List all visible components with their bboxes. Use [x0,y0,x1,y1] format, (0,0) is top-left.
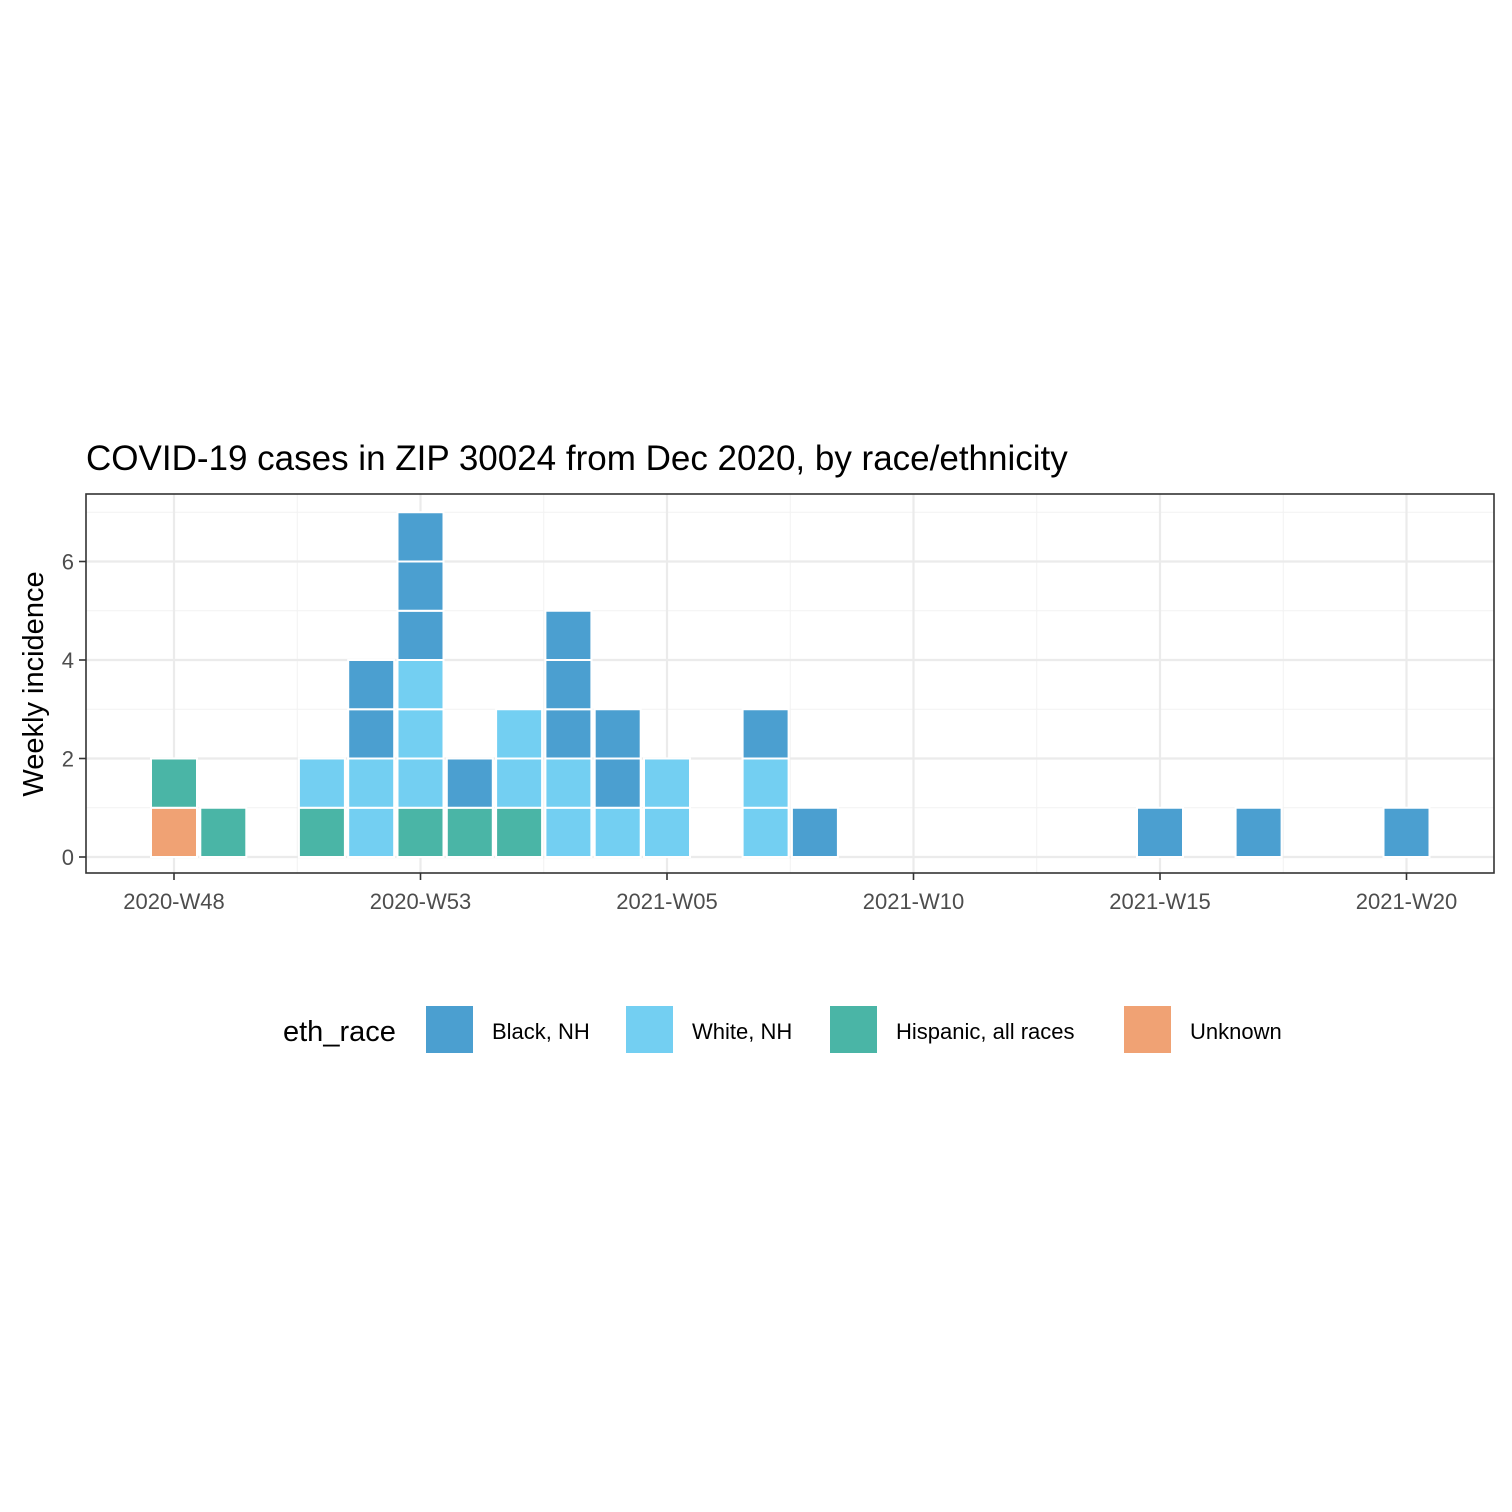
legend-key [830,1006,877,1053]
grid-lines [86,494,1494,873]
y-tick-label: 4 [62,648,74,673]
bars [150,511,1431,858]
bar-segment-white-nh [544,757,593,809]
bar-segment-black-nh [544,708,593,760]
x-tick-label: 2021-W05 [616,889,718,914]
y-tick-label: 6 [62,550,74,575]
y-axis: 0 2 4 6 [62,550,86,870]
bar-segment-black-nh [1136,806,1184,858]
legend-label: Black, NH [492,1019,590,1044]
bar-segment-white-nh [396,708,445,760]
legend-label: White, NH [692,1019,792,1044]
plot-border [85,493,1495,874]
bar-segment-white-nh [741,757,790,809]
bar-segment-black-nh [445,757,494,809]
bar-segment-white-nh [495,757,544,809]
bar-segment-black-nh [396,560,445,612]
bar-segment-hispanic-all-races [396,806,445,858]
bar-segment-black-nh [790,806,839,858]
y-tick-label: 0 [62,845,74,870]
legend-label: Hispanic, all races [896,1019,1075,1044]
bar-segment-white-nh [593,806,642,858]
legend-label: Unknown [1190,1019,1282,1044]
bar-segment-black-nh [593,708,642,760]
y-tick-label: 2 [62,747,74,772]
bar-segment-white-nh [495,708,544,760]
bar-segment-white-nh [643,757,691,809]
x-tick-label: 2021-W20 [1356,889,1458,914]
bar-segment-black-nh [396,511,445,563]
legend-key [626,1006,673,1053]
bar-segment-black-nh [1234,806,1283,858]
bar-segment-hispanic-all-races [199,806,248,858]
bar-segment-unknown [150,806,198,858]
x-axis: 2020-W48 2020-W53 2021-W05 2021-W10 2021-W15… [123,873,1457,914]
bar-segment-white-nh [741,806,790,858]
bar-segment-black-nh [396,609,445,661]
bar-segment-hispanic-all-races [495,806,544,858]
bar-segment-black-nh [593,757,642,809]
legend-key [1124,1006,1171,1053]
bar-segment-hispanic-all-races [297,806,346,858]
bar-segment-black-nh [544,659,593,711]
x-tick-label: 2020-W53 [370,889,472,914]
bar-segment-black-nh [544,609,593,661]
legend: eth_race Black, NH White, NH Hispanic, all … [283,1006,1282,1053]
bar-segment-white-nh [643,806,691,858]
bar-segment-hispanic-all-races [150,757,198,809]
bar-segment-white-nh [396,659,445,711]
x-tick-label: 2021-W15 [1109,889,1211,914]
y-axis-title: Weekly incidence [18,571,50,796]
bar-segment-white-nh [347,757,396,809]
bar-segment-white-nh [544,806,593,858]
bar-segment-white-nh [347,806,396,858]
bar-segment-black-nh [1382,806,1431,858]
bar-segment-black-nh [741,708,790,760]
legend-title: eth_race [283,1016,396,1048]
bar-segment-black-nh [347,659,396,711]
bar-segment-black-nh [347,708,396,760]
legend-key [426,1006,473,1053]
bar-segment-white-nh [396,757,445,809]
x-tick-label: 2021-W10 [863,889,965,914]
bar-segment-hispanic-all-races [445,806,494,858]
chart-title: COVID-19 cases in ZIP 30024 from Dec 202… [86,439,1068,478]
x-tick-label: 2020-W48 [123,889,225,914]
bar-segment-white-nh [297,757,346,809]
